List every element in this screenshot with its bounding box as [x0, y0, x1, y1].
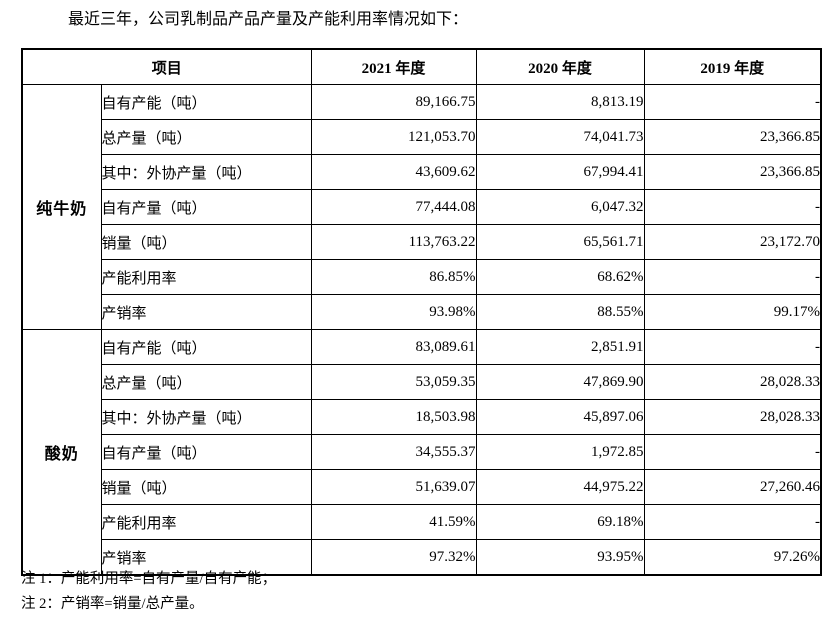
value-2020: 8,813.19: [475, 84, 645, 120]
value-2019: -: [643, 504, 822, 540]
value-2020: 6,047.32: [475, 189, 645, 225]
value-2021: 34,555.37: [310, 434, 477, 470]
group-cell-pure-milk: 纯牛奶: [21, 84, 102, 330]
value-2019: -: [643, 259, 822, 295]
group-cell-yogurt: 酸奶: [21, 329, 102, 576]
value-2020: 93.95%: [475, 539, 645, 576]
col-header-2021: 2021 年度: [310, 48, 477, 85]
value-2021: 41.59%: [310, 504, 477, 540]
table-row: 产销率 93.98% 88.55% 99.17%: [22, 294, 822, 330]
footnotes: 注 1：产能利用率=自有产量/自有产能； 注 2：产销率=销量/总产量。: [21, 567, 276, 617]
row-label: 自有产能（吨）: [100, 84, 312, 120]
value-2019: 28,028.33: [643, 364, 822, 400]
row-label: 产销率: [100, 294, 312, 330]
table-row: 总产量（吨） 121,053.70 74,041.73 23,366.85: [22, 119, 822, 155]
row-label: 销量（吨）: [100, 224, 312, 260]
value-2019: -: [643, 329, 822, 365]
row-label: 自有产量（吨）: [100, 189, 312, 225]
row-label: 其中：外协产量（吨）: [100, 154, 312, 190]
value-2020: 65,561.71: [475, 224, 645, 260]
row-label: 产能利用率: [100, 259, 312, 295]
table-row: 销量（吨） 113,763.22 65,561.71 23,172.70: [22, 224, 822, 260]
value-2021: 18,503.98: [310, 399, 477, 435]
row-label: 销量（吨）: [100, 469, 312, 505]
capacity-utilization-table: 项目 2021 年度 2020 年度 2019 年度 纯牛奶 自有产能（吨） 8…: [21, 48, 823, 576]
table-row: 总产量（吨） 53,059.35 47,869.90 28,028.33: [22, 364, 822, 400]
value-2021: 113,763.22: [310, 224, 477, 260]
value-2020: 67,994.41: [475, 154, 645, 190]
table-row: 自有产量（吨） 77,444.08 6,047.32 -: [22, 189, 822, 225]
value-2021: 77,444.08: [310, 189, 477, 225]
row-label: 总产量（吨）: [100, 364, 312, 400]
value-2019: 23,366.85: [643, 119, 822, 155]
header-row: 项目 2021 年度 2020 年度 2019 年度: [21, 48, 822, 85]
table-row: 其中：外协产量（吨） 43,609.62 67,994.41 23,366.85: [22, 154, 822, 190]
value-2021: 86.85%: [310, 259, 477, 295]
value-2021: 89,166.75: [310, 84, 477, 120]
value-2021: 93.98%: [310, 294, 477, 330]
value-2019: 23,366.85: [643, 154, 822, 190]
row-label: 自有产能（吨）: [100, 329, 312, 365]
value-2019: 99.17%: [643, 294, 822, 330]
value-2020: 45,897.06: [475, 399, 645, 435]
value-2021: 121,053.70: [310, 119, 477, 155]
table-row: 产销率 97.32% 93.95% 97.26%: [22, 539, 822, 576]
row-label: 总产量（吨）: [100, 119, 312, 155]
note-1: 注 1：产能利用率=自有产量/自有产能；: [21, 571, 277, 587]
value-2020: 2,851.91: [475, 329, 645, 365]
value-2019: 28,028.33: [643, 399, 822, 435]
table-row: 产能利用率 41.59% 69.18% -: [22, 504, 822, 540]
note-2: 注 2：产销率=销量/总产量。: [21, 596, 204, 612]
value-2020: 47,869.90: [475, 364, 645, 400]
col-header-2020: 2020 年度: [475, 48, 645, 85]
value-2019: 23,172.70: [643, 224, 822, 260]
value-2021: 43,609.62: [310, 154, 477, 190]
row-label: 其中：外协产量（吨）: [100, 399, 312, 435]
value-2020: 1,972.85: [475, 434, 645, 470]
value-2019: 27,260.46: [643, 469, 822, 505]
table-row: 纯牛奶 自有产能（吨） 89,166.75 8,813.19 -: [21, 84, 822, 330]
table-row: 销量（吨） 51,639.07 44,975.22 27,260.46: [22, 469, 822, 505]
row-label: 产销率: [100, 539, 312, 576]
row-label: 自有产量（吨）: [100, 434, 312, 470]
table-row: 酸奶 自有产能（吨） 83,089.61 2,851.91 -: [21, 329, 822, 576]
value-2020: 74,041.73: [475, 119, 645, 155]
value-2019: -: [643, 189, 822, 225]
col-header-2019: 2019 年度: [643, 48, 822, 85]
row-label: 产能利用率: [100, 504, 312, 540]
value-2021: 97.32%: [310, 539, 477, 576]
value-2019: -: [643, 434, 822, 470]
value-2019: -: [643, 84, 822, 120]
value-2020: 68.62%: [475, 259, 645, 295]
value-2021: 83,089.61: [310, 329, 477, 365]
col-header-item: 项目: [21, 48, 312, 85]
value-2020: 44,975.22: [475, 469, 645, 505]
value-2021: 51,639.07: [310, 469, 477, 505]
value-2020: 69.18%: [475, 504, 645, 540]
value-2021: 53,059.35: [310, 364, 477, 400]
value-2020: 88.55%: [475, 294, 645, 330]
table-row: 自有产量（吨） 34,555.37 1,972.85 -: [22, 434, 822, 470]
value-2019: 97.26%: [643, 539, 822, 576]
intro-text: 最近三年，公司乳制品产品产量及产能利用率情况如下：: [68, 11, 469, 28]
table-row: 其中：外协产量（吨） 18,503.98 45,897.06 28,028.33: [22, 399, 822, 435]
table-row: 产能利用率 86.85% 68.62% -: [22, 259, 822, 295]
